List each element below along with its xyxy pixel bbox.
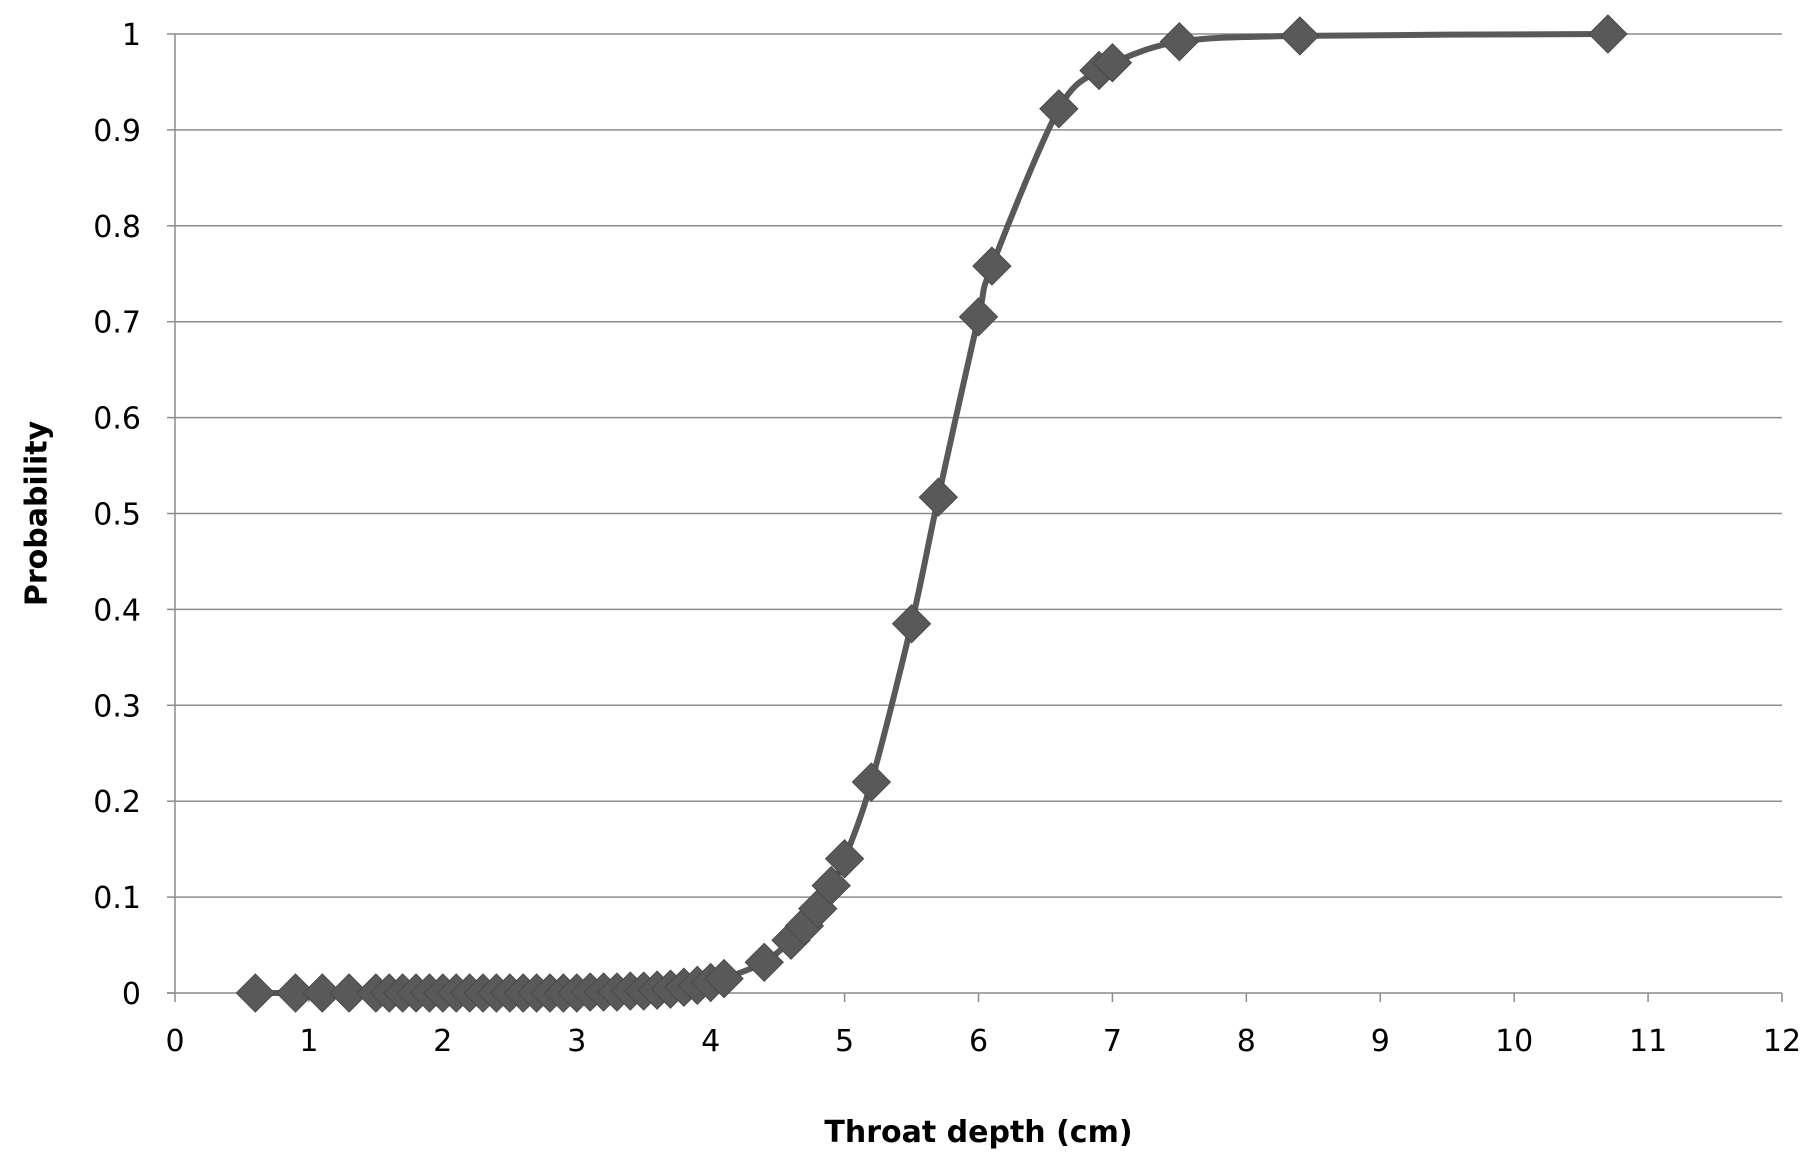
gridlines <box>175 33 1782 898</box>
y-tick-label: 0.9 <box>93 114 141 149</box>
data-point-marker <box>1092 43 1133 83</box>
y-tick-label: 0.3 <box>93 689 141 724</box>
x-tick-label: 5 <box>835 1024 854 1059</box>
data-point-marker <box>958 297 999 337</box>
data-point-marker <box>972 246 1012 286</box>
x-tick-label: 7 <box>1103 1024 1122 1059</box>
data-point-marker <box>744 942 784 983</box>
y-tick-label: 0.8 <box>93 210 141 245</box>
data-point-marker <box>918 477 959 517</box>
data-point-marker <box>851 762 892 802</box>
y-tick-label: 0.2 <box>93 785 141 820</box>
data-point-marker <box>329 973 369 1013</box>
x-tick-label: 1 <box>299 1024 318 1059</box>
axes <box>167 33 1783 1002</box>
data-point-marker <box>275 973 316 1013</box>
data-point-marker <box>1280 16 1320 56</box>
x-tick-label: 3 <box>567 1024 586 1059</box>
data-point-marker <box>302 973 343 1013</box>
x-tick-label: 8 <box>1237 1024 1256 1059</box>
data-point-marker <box>235 973 276 1013</box>
tick-labels: 00.10.20.30.40.50.60.70.80.910 1 2 3 4 5 6 7 8 9 1… <box>93 18 1800 1059</box>
data-point-marker <box>891 604 932 644</box>
x-tick-label: 2 <box>433 1024 452 1059</box>
data-point-marker <box>811 865 851 906</box>
data-point-marker <box>824 839 865 879</box>
y-tick-label: 0.6 <box>93 402 141 437</box>
markers <box>235 14 1628 1013</box>
y-axis-title: Probability <box>20 420 55 606</box>
x-tick-label: 10 <box>1495 1024 1533 1059</box>
y-tick-label: 0 <box>122 977 141 1012</box>
y-tick-label: 0.7 <box>93 306 141 341</box>
data-point-marker <box>1159 21 1200 62</box>
x-tick-label: 4 <box>701 1024 720 1059</box>
x-tick-label: 11 <box>1629 1024 1667 1059</box>
y-tick-label: 0.4 <box>93 593 141 628</box>
data-point-marker <box>704 958 744 999</box>
y-tick-label: 0.1 <box>93 881 141 916</box>
x-tick-label: 12 <box>1763 1024 1800 1059</box>
x-axis-title: Throat depth (cm) <box>824 1115 1132 1150</box>
data-point-marker <box>1039 89 1079 129</box>
x-tick-label: 0 <box>165 1024 184 1059</box>
y-tick-label: 0.5 <box>93 498 141 533</box>
y-tick-label: 1 <box>122 18 141 53</box>
data-point-marker <box>1588 14 1628 54</box>
x-tick-label: 9 <box>1371 1024 1390 1059</box>
x-tick-label: 6 <box>969 1024 988 1059</box>
